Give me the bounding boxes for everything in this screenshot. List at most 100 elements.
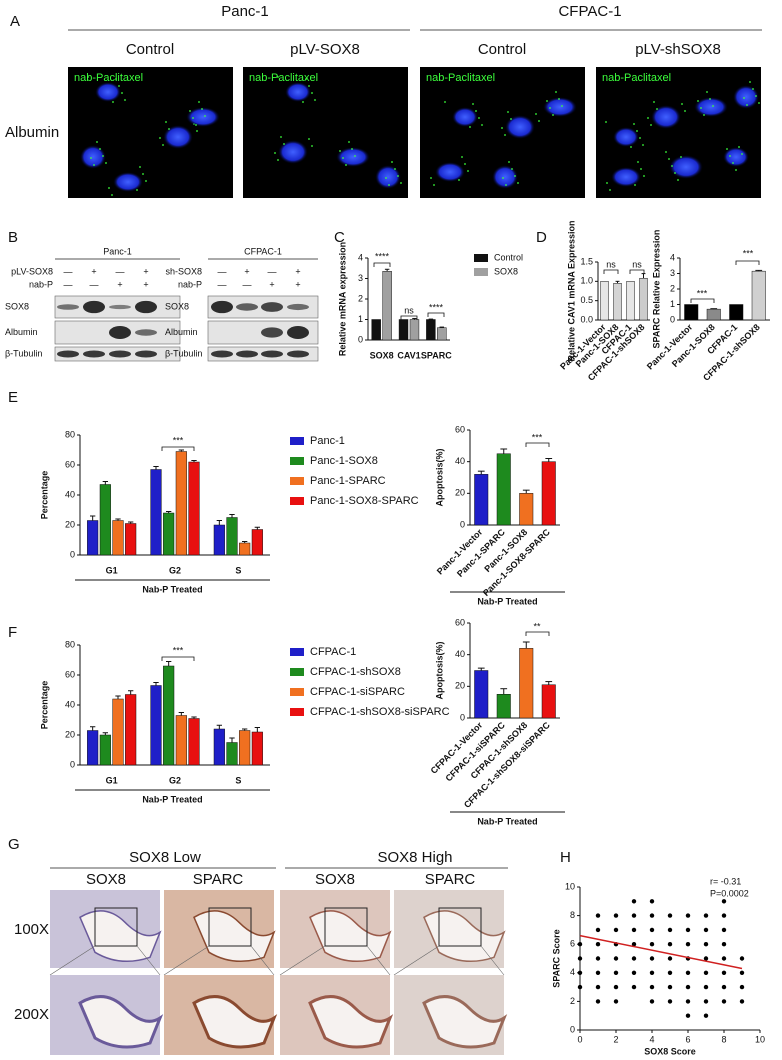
panel-label: B — [8, 229, 18, 246]
y-tick-label: 20 — [65, 519, 75, 529]
point — [613, 913, 619, 918]
y-tick-label: 8 — [570, 910, 575, 920]
error-bar — [191, 460, 197, 462]
albumin-dot — [653, 101, 655, 103]
point — [739, 970, 745, 975]
albumin-dot — [469, 126, 471, 128]
y-tick-label: 40 — [65, 699, 75, 709]
albumin-dot — [549, 107, 551, 109]
y-tick-label: 3 — [358, 273, 363, 283]
error-bar — [229, 737, 235, 743]
blot-row-label: β-Tubulin — [165, 348, 202, 358]
nucleus — [611, 167, 641, 187]
bar — [729, 304, 744, 321]
group-label: Nab-P Treated — [142, 584, 202, 594]
x-tick-label: 4 — [649, 1034, 654, 1044]
bar — [213, 524, 225, 556]
albumin-dot — [162, 144, 164, 146]
significance-bracket — [525, 442, 550, 447]
panel-label: E — [8, 389, 18, 406]
significance: *** — [697, 288, 708, 298]
albumin-dot — [280, 136, 282, 138]
point — [667, 999, 673, 1004]
zoom-line — [136, 945, 161, 976]
albumin-dot — [472, 103, 474, 105]
group-title: SOX8 High — [377, 849, 452, 866]
blot-band — [135, 350, 157, 358]
albumin-dot — [339, 150, 341, 152]
y-axis-label: Relative mRNA expression — [337, 242, 347, 356]
albumin-dot — [709, 98, 711, 100]
zoom-line — [279, 945, 326, 976]
albumin-dot — [609, 189, 611, 191]
significance-bracket — [400, 315, 418, 320]
albumin-dot — [746, 104, 748, 106]
y-axis-label: Relative CAV1 mRNA Expression — [566, 220, 576, 361]
albumin-dot — [397, 175, 399, 177]
x-tick-label: CAV1 — [397, 350, 420, 360]
condition-sign: + — [143, 279, 148, 289]
bar — [175, 451, 187, 556]
bar — [600, 281, 609, 321]
albumin-dot — [546, 100, 548, 102]
bar — [239, 730, 251, 766]
nucleus — [733, 85, 759, 109]
lumen — [193, 910, 276, 963]
albumin-dot — [637, 161, 639, 163]
x-tick-label: 0 — [577, 1034, 582, 1044]
column-title: Control — [478, 41, 526, 58]
albumin-dot — [192, 117, 194, 119]
legend-swatch — [290, 457, 304, 465]
albumin-dot — [505, 184, 507, 186]
significance-bracket — [525, 631, 550, 636]
point — [595, 927, 601, 933]
legend-label: Panc-1-SOX8-SPARC — [310, 495, 419, 507]
error-bar — [384, 268, 390, 272]
bar — [99, 484, 111, 556]
panel-label: G — [8, 836, 20, 853]
y-tick-label: 4 — [670, 252, 675, 262]
y-tick-label: 1 — [670, 299, 675, 309]
bar — [87, 520, 99, 556]
error-bar — [216, 724, 222, 729]
point — [685, 927, 691, 933]
albumin-dot — [656, 108, 658, 110]
point — [721, 970, 727, 975]
albumin-dot — [697, 100, 699, 102]
albumin-dot — [630, 146, 632, 148]
panel-label: H — [560, 849, 571, 866]
column-title: Control — [126, 41, 174, 58]
x-tick-label: 8 — [721, 1034, 726, 1044]
bar — [112, 698, 124, 766]
y-tick-label: 20 — [65, 729, 75, 739]
condition-sign: + — [295, 279, 300, 289]
bar — [751, 270, 766, 321]
nucleus — [435, 162, 465, 182]
group-label: Nab-P Treated — [477, 596, 537, 606]
albumin-dot — [121, 92, 123, 94]
point — [613, 956, 619, 961]
lumen — [192, 995, 278, 1049]
condition-sign: + — [269, 279, 274, 289]
blot-band — [57, 304, 79, 310]
zoom-box — [94, 907, 138, 947]
error-bar — [115, 518, 121, 521]
albumin-dot — [700, 107, 702, 109]
legend-label: CFPAC-1 — [310, 646, 356, 658]
albumin-dot — [504, 134, 506, 136]
legend-label: Panc-1-SOX8 — [310, 455, 378, 467]
error-bar — [545, 681, 553, 685]
bar — [163, 512, 175, 556]
condition-sign: — — [90, 279, 99, 289]
stat-label: P=0.0002 — [710, 888, 749, 898]
bar — [541, 684, 556, 719]
zoom-box — [438, 907, 482, 947]
y-tick-label: 0.5 — [580, 295, 593, 305]
point — [703, 970, 709, 975]
condition-sign: — — [218, 279, 227, 289]
point — [649, 913, 655, 918]
condition-sign: — — [268, 266, 277, 276]
point — [649, 942, 655, 947]
albumin-dot — [93, 164, 95, 166]
bar — [626, 281, 635, 321]
